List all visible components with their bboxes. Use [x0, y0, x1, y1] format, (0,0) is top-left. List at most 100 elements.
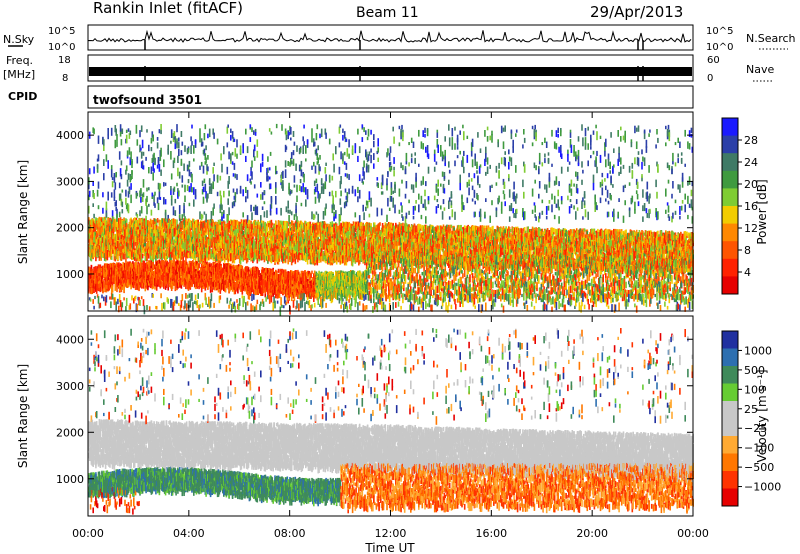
power-cell: [114, 280, 117, 286]
power-cell: [150, 209, 153, 216]
power-cell: [127, 251, 130, 256]
power-cell: [210, 211, 213, 220]
power-cell: [143, 247, 146, 256]
power-cell: [205, 213, 207, 223]
power-cell: [95, 243, 98, 249]
power-cell: [118, 218, 120, 227]
power-cell: [124, 269, 126, 277]
power-cell: [112, 262, 115, 272]
power-cell: [184, 145, 186, 152]
power-cell: [139, 225, 141, 234]
power-cell: [163, 182, 165, 187]
power-cell: [88, 237, 90, 243]
power-cell: [126, 278, 129, 286]
power-cell: [151, 192, 154, 197]
power-cell: [163, 302, 166, 310]
power-cell: [103, 225, 105, 230]
power-cell: [95, 278, 97, 285]
power-cell: [228, 207, 230, 216]
power-cell: [154, 191, 156, 196]
power-cell: [205, 157, 207, 164]
power-cell: [136, 241, 139, 251]
power-cell: [102, 207, 104, 214]
power-cell: [109, 238, 111, 243]
power-cell: [101, 284, 103, 292]
power-cell: [133, 270, 135, 277]
power-cell: [141, 281, 144, 287]
power-cell: [111, 248, 114, 254]
power-cell: [126, 248, 129, 253]
power-cell: [146, 254, 148, 260]
nave-label: Nave: [746, 63, 774, 76]
power-cell: [120, 283, 123, 293]
power-cell: [123, 253, 125, 260]
power-cell: [191, 141, 193, 146]
power-cell: [148, 249, 150, 254]
power-cell: [97, 277, 100, 281]
station-title: Rankin Inlet (fitACF): [93, 0, 243, 17]
power-cell: [147, 250, 149, 256]
power-cell: [191, 187, 193, 193]
power-cell: [236, 153, 238, 159]
power-cell: [193, 145, 195, 154]
power-cell: [126, 150, 129, 157]
power-cell: [116, 262, 118, 269]
power-cell: [141, 217, 144, 224]
power-cell: [150, 137, 153, 144]
power-cell: [113, 263, 116, 269]
power-cell: [133, 266, 136, 273]
power-cell: [90, 252, 93, 262]
power-cell: [139, 218, 141, 226]
power-cell: [96, 244, 99, 251]
power-cell: [137, 245, 139, 250]
power-cell: [93, 128, 95, 135]
power-cell: [107, 217, 109, 224]
power-cell: [95, 285, 97, 292]
power-cell: [121, 302, 124, 308]
power-cell: [137, 237, 139, 245]
power-cell: [148, 260, 150, 268]
power-cell: [205, 145, 207, 151]
power-cell: [109, 249, 111, 257]
freq-panel: Freq. [MHz] 18 8 60 0 Nave: [3, 54, 774, 84]
power-cell: [147, 222, 149, 228]
power-cell: [100, 247, 102, 256]
power-cell: [96, 270, 99, 277]
power-cell: [101, 294, 103, 299]
power-cell: [98, 253, 101, 261]
power-cell: [88, 205, 90, 214]
power-cell: [138, 297, 140, 306]
power-cell: [113, 253, 116, 261]
power-cell: [123, 270, 125, 278]
power-cell: [116, 226, 118, 232]
power-cell: [143, 242, 146, 247]
power-cell: [125, 134, 128, 144]
power-cell: [114, 249, 117, 253]
power-cell: [193, 199, 195, 207]
power-cell: [190, 136, 192, 142]
power-cell: [136, 214, 139, 218]
power-cell: [122, 221, 124, 226]
power-cell: [95, 221, 97, 229]
power-cell: [219, 219, 222, 223]
power-cell: [137, 220, 139, 228]
power-cell: [118, 246, 120, 251]
power-cell: [146, 235, 148, 241]
power-cell: [180, 300, 183, 308]
power-cell: [131, 282, 133, 288]
power-cell: [142, 280, 145, 289]
power-cell: [131, 219, 133, 225]
power-cell: [170, 199, 173, 206]
power-cell: [126, 179, 129, 187]
power-cell: [103, 247, 106, 251]
power-cell: [88, 244, 90, 252]
power-cell: [128, 188, 131, 195]
power-cell: [140, 147, 142, 151]
power-cell: [94, 243, 96, 247]
power-cell: [119, 242, 122, 248]
power-cell: [101, 267, 103, 272]
power-cell: [108, 239, 110, 245]
power-cell: [226, 166, 229, 175]
power-cell: [122, 226, 124, 231]
power-cell: [183, 205, 185, 213]
